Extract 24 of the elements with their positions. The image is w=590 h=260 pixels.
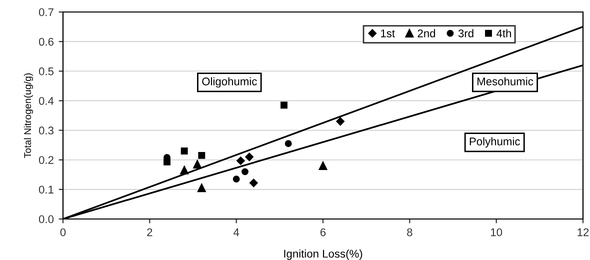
x-tick-label: 2 [147, 228, 152, 236]
legend-label: 2nd [418, 29, 436, 38]
x-tick-label: 4 [234, 228, 240, 236]
y-tick-label: 0.7 [38, 8, 54, 16]
x-tick-label: 10 [491, 228, 502, 236]
y-tick-label: 0.5 [38, 67, 54, 76]
y-tick-label: 0.6 [38, 38, 54, 46]
x-tick-label: 8 [407, 228, 412, 236]
y-tick-label: 0.3 [38, 126, 54, 134]
y-axis-title: Total Nitrogen(ug/g) [24, 73, 33, 158]
annotation: Polyhumic [470, 137, 520, 148]
legend-label: 3rd [458, 29, 474, 38]
y-tick-label: 0.4 [38, 96, 54, 105]
x-tick-label: 6 [320, 228, 326, 236]
x-tick-label: 0 [60, 228, 66, 236]
legend-label: 4th [496, 29, 511, 38]
x-tick-label: 12 [578, 228, 589, 236]
annotation: Mesohumic [478, 77, 534, 86]
y-tick-label: 0.0 [38, 215, 54, 224]
x-axis-title: Ignition Loss(%) [284, 249, 362, 260]
y-tick-label: 0.1 [38, 186, 54, 194]
annotation: Oligohumic [202, 77, 257, 88]
legend-label: 1st [381, 30, 395, 38]
y-tick-label: 0.2 [38, 156, 54, 164]
